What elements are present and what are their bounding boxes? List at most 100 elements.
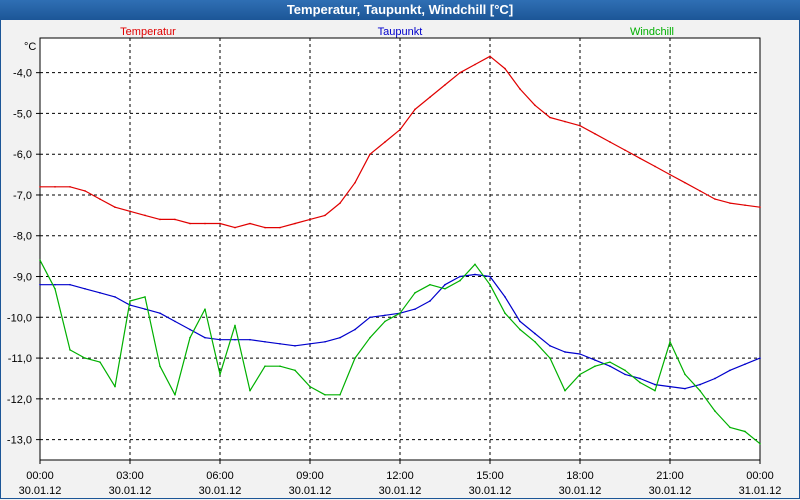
data-point-windchill [639,381,641,384]
data-point-windchill [654,389,656,392]
data-point-taupunkt [384,314,386,317]
data-point-temperatur [39,186,41,188]
y-tick-label: -9,0 [13,272,32,284]
data-point-taupunkt [579,353,581,355]
data-point-windchill [354,357,356,359]
data-point-windchill [279,365,281,368]
data-point-windchill [609,361,611,363]
y-tick-label: -6,0 [13,149,32,161]
data-point-taupunkt [249,338,251,341]
data-point-temperatur [759,206,761,209]
data-point-taupunkt [609,365,611,368]
data-point-taupunkt [549,345,551,347]
data-point-temperatur [144,214,146,217]
x-tick-date: 30.01.12 [469,485,512,497]
data-point-taupunkt [684,387,686,390]
data-point-windchill [624,369,626,372]
data-point-windchill [684,373,686,376]
data-point-windchill [399,312,401,315]
chart-grid [39,37,761,461]
x-tick-date: 30.01.12 [379,485,422,497]
data-point-temperatur [324,214,326,217]
data-point-windchill [504,312,506,315]
x-tick-time: 03:00 [116,470,144,482]
data-point-temperatur [99,198,101,200]
data-point-temperatur [729,202,731,204]
data-point-windchill [759,442,761,445]
data-point-windchill [564,389,566,392]
data-point-taupunkt [309,342,311,345]
data-point-temperatur [579,124,581,127]
data-point-temperatur [204,222,206,225]
data-point-taupunkt [339,336,341,339]
data-point-windchill [189,336,191,339]
data-point-windchill [594,365,596,368]
x-tick-time: 15:00 [476,470,504,482]
data-point-taupunkt [279,342,281,345]
data-point-temperatur [669,173,671,176]
data-point-windchill [714,410,716,412]
data-point-temperatur [264,226,266,229]
data-point-temperatur [129,210,131,213]
y-tick-label: -7,0 [13,190,32,202]
data-point-taupunkt [324,340,326,343]
data-point-taupunkt [504,296,506,298]
data-point-temperatur [354,181,356,184]
legend-item-taupunkt: Taupunkt [378,26,423,38]
x-tick-date: 30.01.12 [19,485,62,497]
x-tick-time: 21:00 [656,470,684,482]
x-tick-date: 30.01.12 [199,485,242,497]
data-point-taupunkt [114,296,116,298]
data-point-taupunkt [414,308,416,310]
data-point-taupunkt [429,300,431,302]
data-point-temperatur [174,218,176,221]
data-point-windchill [534,340,536,343]
chart-legend: Temperatur Taupunkt Windchill [120,26,674,38]
data-point-taupunkt [294,345,296,347]
data-point-temperatur [654,165,656,168]
data-point-taupunkt [264,340,266,343]
data-point-taupunkt [159,312,161,315]
data-point-temperatur [414,108,416,111]
data-point-temperatur [399,128,401,131]
data-point-taupunkt [564,351,566,353]
data-point-windchill [744,430,746,433]
data-point-windchill [144,296,146,298]
data-point-windchill [429,283,431,286]
data-point-temperatur [564,120,566,123]
data-point-taupunkt [639,377,641,380]
data-point-taupunkt [219,338,221,341]
data-point-temperatur [684,181,686,184]
data-point-taupunkt [144,308,146,310]
data-point-taupunkt [474,273,476,276]
data-point-windchill [174,393,176,396]
data-point-windchill [204,308,206,310]
data-point-windchill [699,389,701,392]
data-point-temperatur [699,190,701,192]
y-axis-label: °C [24,41,36,53]
data-point-windchill [729,426,731,429]
data-point-windchill [234,324,236,327]
data-point-temperatur [534,104,536,107]
data-point-windchill [519,328,521,331]
data-point-windchill [444,287,446,290]
x-tick-time: 18:00 [566,470,594,482]
data-point-windchill [294,369,296,372]
data-point-taupunkt [204,336,206,339]
data-point-windchill [339,393,341,396]
window-title: Temperatur, Taupunkt, Windchill [°C] [0,0,800,20]
data-point-temperatur [54,186,56,188]
data-point-temperatur [459,71,461,74]
data-point-taupunkt [234,338,236,341]
data-point-windchill [69,349,71,351]
data-point-windchill [84,357,86,359]
data-point-taupunkt [729,369,731,372]
data-point-temperatur [114,206,116,209]
data-point-taupunkt [69,283,71,286]
x-tick-date: 30.01.12 [649,485,692,497]
data-point-temperatur [624,149,626,151]
data-point-windchill [39,259,41,262]
x-tick-date: 30.01.12 [559,485,602,497]
data-point-temperatur [519,88,521,90]
data-point-taupunkt [174,320,176,323]
